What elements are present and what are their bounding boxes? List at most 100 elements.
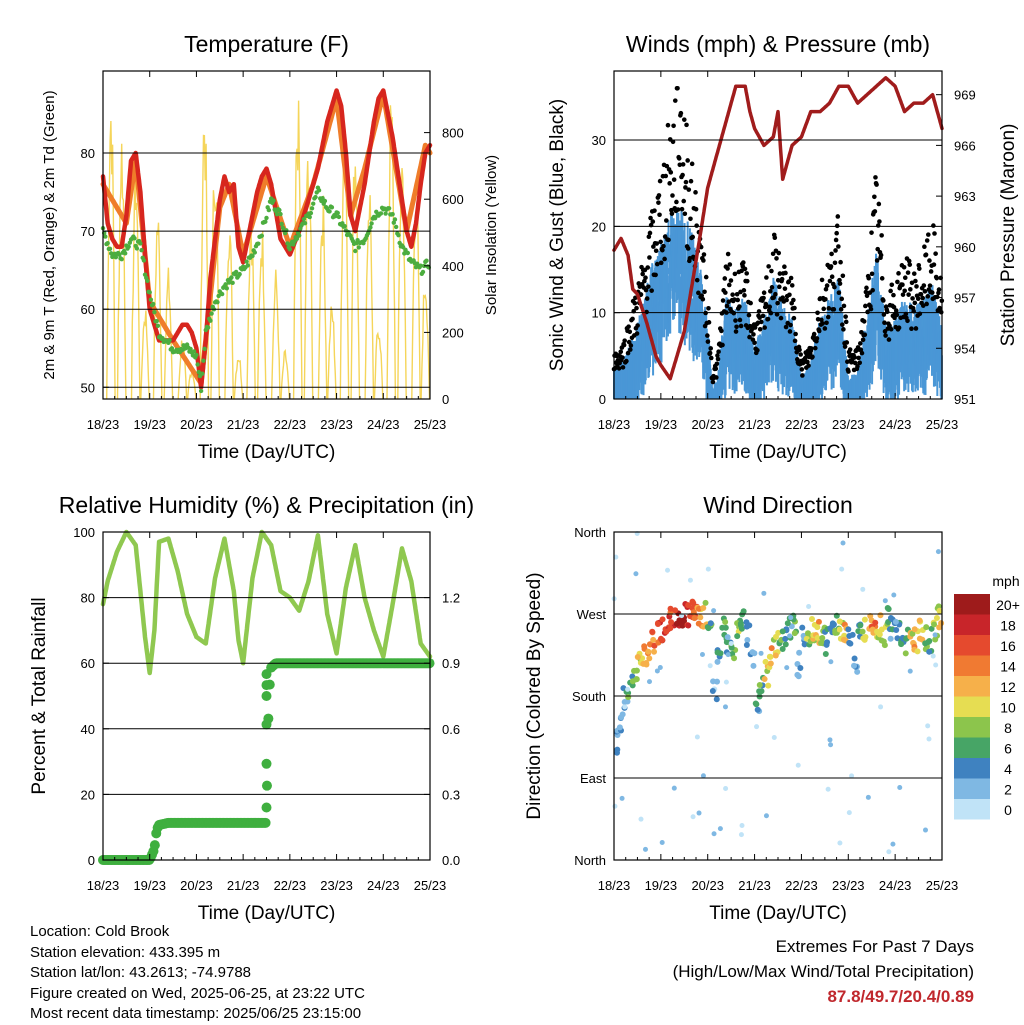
wind-gust-point: [681, 198, 687, 204]
wind-gust-point: [902, 275, 908, 281]
wind-gust-point: [627, 329, 633, 335]
wind-gust-point: [681, 117, 687, 122]
wind-gust-point: [905, 270, 911, 275]
wind-gust-point: [640, 271, 645, 277]
wind-gust-point: [894, 312, 900, 318]
wind-gust-point: [787, 329, 793, 334]
wind-gust-point: [844, 340, 850, 345]
wind-gust-point: [757, 326, 763, 332]
wind-direction-point: [814, 634, 821, 641]
wind-direction-point: [828, 742, 834, 748]
wind-gust-point: [667, 181, 672, 186]
wind-direction-point: [697, 614, 704, 621]
wind-gust-point: [626, 339, 632, 345]
dewpoint-point: [374, 209, 379, 214]
x-tick-label: 22/23: [785, 417, 818, 432]
solar-insolation-line: [364, 195, 375, 400]
wind-gust-point: [732, 297, 737, 302]
precip-point: [261, 758, 272, 769]
wind-gust-point: [783, 324, 789, 330]
wind-gust-point: [742, 293, 747, 298]
wind-direction-point: [836, 626, 843, 633]
wind-gust-point: [864, 285, 869, 291]
wind-direction-point: [702, 599, 709, 606]
y2-tick-label: 1.2: [442, 591, 460, 606]
solar-insolation-line: [224, 235, 234, 400]
plot-frame: [102, 70, 431, 400]
chart-panel-3: Relative Humidity (%) & Precipitation (i…: [29, 492, 474, 924]
wind-gust-point: [799, 367, 805, 372]
colorbar-swatch: [954, 717, 990, 738]
wind-direction-point: [914, 648, 921, 655]
wind-direction-point: [763, 813, 769, 819]
wind-gust-point: [702, 289, 707, 295]
dewpoint-point: [396, 232, 401, 238]
dewpoint-point: [368, 225, 373, 230]
wind-gust-point: [879, 233, 884, 238]
wind-gust-point: [874, 182, 879, 187]
dewpoint-point: [152, 309, 157, 315]
wind-direction-point: [750, 662, 757, 669]
wind-direction-point: [767, 660, 774, 667]
wind-direction-point: [928, 625, 935, 632]
wind-direction-point: [782, 635, 789, 642]
dewpoint-point: [103, 234, 108, 239]
wind-gust-point: [722, 276, 728, 281]
wind-gust-point: [647, 255, 652, 260]
wind-direction-point: [804, 630, 811, 637]
dewpoint-point: [322, 198, 328, 204]
wind-direction-point: [717, 826, 723, 832]
wind-gust-point: [928, 269, 934, 274]
wind-gust-point: [835, 214, 841, 219]
wind-gust-point: [816, 328, 822, 334]
wind-gust-point: [706, 305, 711, 311]
wind-gust-point: [931, 223, 936, 228]
dewpoint-point: [244, 259, 249, 264]
wind-gust-point: [798, 352, 803, 357]
dewpoint-point: [274, 211, 280, 217]
wind-direction-point: [909, 630, 916, 637]
latlon-text: Station lat/lon: 43.2613; -74.9788: [30, 964, 252, 981]
wind-gust-point: [824, 320, 829, 326]
wind-gust-point: [688, 216, 693, 222]
wind-gust-point: [857, 360, 863, 366]
dewpoint-point: [138, 241, 143, 246]
wind-gust-point: [931, 262, 937, 267]
wind-gust-point: [900, 282, 905, 288]
dewpoint-point: [219, 291, 225, 297]
colorbar-swatch: [954, 758, 990, 779]
wind-gust-point: [713, 366, 719, 372]
wind-direction-point: [815, 618, 822, 625]
wind-direction-point: [878, 704, 884, 710]
precip-point: [149, 840, 160, 851]
wind-direction-point: [754, 724, 760, 730]
y-tick-label: 20: [592, 219, 606, 234]
wind-direction-point: [659, 840, 665, 846]
x-tick-label: 20/23: [180, 417, 213, 432]
wind-gust-point: [933, 251, 938, 256]
precip-point: [261, 669, 272, 680]
dewpoint-point: [302, 220, 308, 226]
wind-gust-point: [860, 337, 866, 343]
colorbar-swatch: [954, 737, 990, 758]
y-tick-label: 60: [81, 302, 95, 317]
wind-gust-point: [719, 328, 724, 334]
dewpoint-point: [313, 194, 318, 200]
wind-gust-point: [886, 337, 892, 342]
wind-gust-point: [907, 262, 913, 267]
wind-gust-point: [878, 252, 884, 258]
wind-gust-point: [778, 315, 784, 321]
dewpoint-point: [393, 224, 399, 230]
wind-direction-point: [705, 625, 712, 632]
wind-gust-point: [836, 290, 842, 296]
wind-gust-point: [752, 325, 758, 330]
wind-direction-point: [690, 814, 696, 820]
wind-gust-point: [909, 280, 915, 286]
wind-gust-point: [650, 219, 656, 224]
extremes-subtitle: (High/Low/Max Wind/Total Precipitation): [672, 962, 974, 981]
wind-gust-point: [751, 332, 756, 337]
wind-gust-point: [656, 193, 662, 198]
wind-direction-point: [646, 641, 653, 648]
wind-direction-point: [654, 621, 661, 628]
wind-direction-point: [612, 803, 618, 809]
